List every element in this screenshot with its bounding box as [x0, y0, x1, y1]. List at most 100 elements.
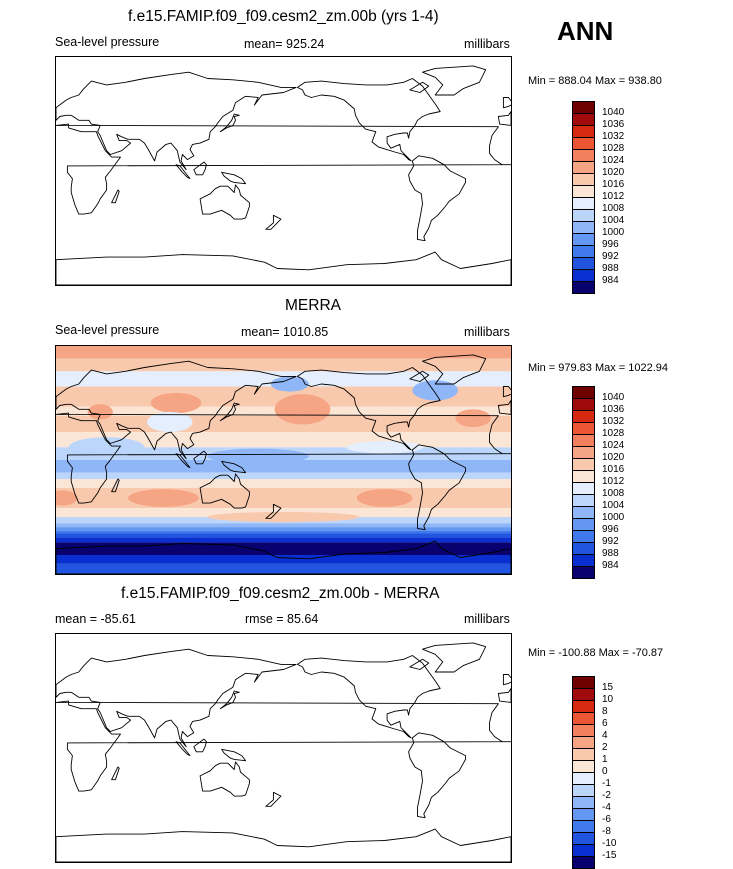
colorbar-label: 1000 [602, 227, 625, 238]
slp-band [56, 472, 511, 479]
coastline-europe_w [497, 400, 511, 415]
panel-obs-map [55, 345, 512, 575]
slp-band [56, 346, 511, 359]
colorbar-label: 1032 [602, 416, 625, 427]
colorbar-swatch [572, 832, 595, 845]
colorbar-label: 1016 [602, 179, 625, 190]
coastline-europe_w [497, 688, 511, 703]
coastline-australia [199, 473, 250, 509]
coastline-n_america [296, 367, 441, 451]
colorbar-label: 1 [602, 754, 608, 765]
coastline-madagascar [111, 766, 120, 781]
colorbar-swatch [572, 676, 595, 689]
colorbar-swatch [572, 700, 595, 713]
colorbar-swatch [572, 748, 595, 761]
coastline-madagascar [111, 189, 120, 204]
colorbar-label: 1024 [602, 155, 625, 166]
coastline-borneo [193, 450, 207, 465]
coastline-new_guinea [221, 171, 247, 185]
colorbar-label: 2 [602, 742, 608, 753]
panel-obs-title: MERRA [285, 297, 341, 314]
coastline-greenland [422, 642, 487, 673]
colorbar-label: -1 [602, 778, 611, 789]
coastline-nz [265, 791, 282, 807]
coastline-japan [219, 113, 240, 133]
colorbar-swatch [572, 808, 595, 821]
colorbar-label: 1032 [602, 131, 625, 142]
colorbar-swatch [572, 197, 595, 210]
coastline-africa [56, 412, 511, 504]
coastline-new_guinea [221, 748, 247, 762]
colorbar-label: 1024 [602, 440, 625, 451]
slp-band [56, 542, 511, 555]
colorbar-swatch [572, 712, 595, 725]
coastline-madagascar [111, 478, 120, 493]
colorbar-swatch [572, 736, 595, 749]
slp-band [56, 563, 511, 574]
colorbar-swatch [572, 784, 595, 797]
slp-cell [150, 392, 202, 414]
coastline-africa [56, 700, 511, 792]
colorbar-swatch [572, 856, 595, 869]
coastline-antarctica [56, 251, 511, 285]
colorbar-label: -6 [602, 814, 611, 825]
colorbar-swatch [572, 482, 595, 495]
slp-band [56, 527, 511, 531]
colorbar-label: 15 [602, 682, 614, 693]
panel-diff-rmse: rmse = 85.64 [245, 612, 319, 626]
colorbar-label: 1008 [602, 203, 625, 214]
colorbar-label: -4 [602, 802, 611, 813]
slp-band [56, 530, 511, 534]
panel-diff-mean: mean = -85.61 [55, 612, 136, 626]
slp-cell [356, 489, 413, 507]
colorbar-swatch [572, 554, 595, 567]
colorbar-label: 6 [602, 718, 608, 729]
coastline-s_america [408, 444, 466, 531]
colorbar-swatch [572, 688, 595, 701]
slp-cell [207, 511, 360, 523]
colorbar-swatch [572, 257, 595, 270]
colorbar-label: 988 [602, 548, 619, 559]
colorbar-label: 1004 [602, 500, 625, 511]
colorbar-label: 10 [602, 694, 614, 705]
panel-diff-map-svg [56, 642, 511, 862]
coastline-sumatra [175, 164, 191, 180]
coastline-africa [56, 123, 511, 215]
coastline-greenland [422, 354, 487, 385]
coastline-baffin [409, 81, 430, 93]
colorbar-label: 1028 [602, 143, 625, 154]
coastline-greenland [422, 65, 487, 96]
coastline-antarctica [56, 540, 511, 574]
coastline-n_america [296, 655, 441, 739]
coastline-borneo [193, 161, 207, 176]
colorbar-label: 1028 [602, 428, 625, 439]
coastline-n_america [296, 78, 441, 162]
coastline-new_guinea [221, 460, 247, 474]
colorbar-label: 992 [602, 536, 619, 547]
colorbar-swatch [572, 221, 595, 234]
colorbar-swatch [572, 542, 595, 555]
colorbar-label: 1020 [602, 452, 625, 463]
panel-diff-minmax: Min = -100.88 Max = -70.87 [528, 647, 664, 659]
colorbar-label: -8 [602, 826, 611, 837]
colorbar-label: 8 [602, 706, 608, 717]
colorbar-swatch [572, 386, 595, 399]
slp-cell [274, 394, 331, 425]
colorbar-label: 4 [602, 730, 608, 741]
colorbar-label: 1000 [602, 512, 625, 523]
slp-band [56, 479, 511, 488]
colorbar-label: -2 [602, 790, 611, 801]
colorbar-label: 1036 [602, 119, 625, 130]
slp-cell [412, 380, 458, 401]
slp-band [56, 358, 511, 372]
slp-band [56, 537, 511, 543]
colorbar-swatch [572, 446, 595, 459]
panel-test-mean: mean= 925.24 [244, 37, 325, 51]
panel-test-minmax: Min = 888.04 Max = 938.80 [528, 75, 662, 87]
slp-band [56, 523, 511, 528]
coastline-s_america [408, 732, 466, 819]
coastline-nz [265, 214, 282, 230]
season-label: ANN [557, 16, 614, 46]
slp-cell [207, 448, 309, 464]
coastline-eurasia [56, 648, 297, 748]
